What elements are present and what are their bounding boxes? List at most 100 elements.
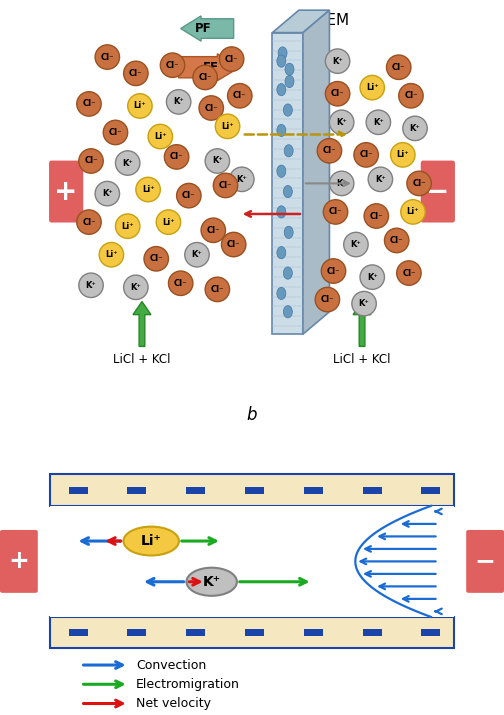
Circle shape	[344, 232, 368, 257]
FancyArrow shape	[180, 16, 234, 41]
Circle shape	[321, 259, 346, 283]
Text: Li⁺: Li⁺	[141, 534, 162, 548]
Circle shape	[213, 173, 238, 197]
Bar	[50, 475, 454, 649]
Text: Li⁺: Li⁺	[121, 222, 134, 231]
Text: Cl⁻: Cl⁻	[219, 181, 232, 190]
Circle shape	[387, 55, 411, 79]
Circle shape	[205, 277, 230, 302]
Text: Cl⁻: Cl⁻	[84, 157, 98, 165]
Circle shape	[330, 171, 354, 196]
Circle shape	[115, 214, 140, 238]
Bar	[69, 486, 88, 494]
Circle shape	[148, 124, 172, 149]
Text: a: a	[296, 6, 306, 24]
Text: K⁺: K⁺	[332, 56, 343, 66]
Circle shape	[385, 228, 409, 252]
Bar	[304, 486, 323, 494]
Text: Cl⁻: Cl⁻	[233, 92, 246, 100]
Bar	[421, 486, 440, 494]
Circle shape	[326, 49, 350, 74]
Text: Cl⁻: Cl⁻	[227, 240, 240, 249]
Ellipse shape	[283, 185, 292, 197]
Circle shape	[205, 149, 230, 173]
Circle shape	[326, 82, 350, 106]
Text: Electromigration: Electromigration	[136, 678, 240, 691]
Circle shape	[103, 120, 128, 144]
Ellipse shape	[283, 267, 292, 279]
Bar	[421, 629, 440, 636]
Circle shape	[219, 47, 244, 72]
Text: PF: PF	[195, 22, 211, 35]
Bar	[245, 629, 264, 636]
Text: Li⁺: Li⁺	[221, 122, 234, 131]
Text: Cl⁻: Cl⁻	[174, 279, 187, 287]
Ellipse shape	[277, 165, 286, 177]
Text: Cl⁻: Cl⁻	[323, 147, 336, 155]
Circle shape	[128, 94, 152, 118]
Text: K⁺: K⁺	[212, 157, 223, 165]
Bar	[362, 486, 382, 494]
Circle shape	[77, 210, 101, 235]
Ellipse shape	[278, 47, 287, 59]
Circle shape	[115, 151, 140, 175]
Circle shape	[185, 242, 209, 267]
Text: K⁺: K⁺	[86, 281, 96, 290]
Circle shape	[168, 271, 193, 295]
Text: Cl⁻: Cl⁻	[327, 267, 340, 275]
Circle shape	[95, 182, 119, 206]
Text: Cl⁻: Cl⁻	[109, 128, 122, 137]
Circle shape	[315, 287, 340, 312]
Text: K⁺: K⁺	[359, 299, 369, 308]
Text: Cl⁻: Cl⁻	[390, 236, 403, 245]
Circle shape	[403, 116, 427, 141]
Text: K⁺: K⁺	[173, 97, 184, 107]
Ellipse shape	[277, 55, 286, 67]
Circle shape	[360, 75, 385, 100]
FancyArrow shape	[353, 302, 371, 347]
Circle shape	[401, 199, 425, 225]
Circle shape	[366, 110, 391, 134]
Text: EF: EF	[203, 61, 219, 74]
Text: Li⁺: Li⁺	[366, 83, 379, 92]
Bar	[128, 629, 147, 636]
Circle shape	[201, 218, 225, 242]
Circle shape	[123, 275, 148, 300]
Polygon shape	[303, 10, 330, 334]
Text: K⁺: K⁺	[373, 118, 384, 127]
Circle shape	[317, 139, 342, 163]
Text: K⁺: K⁺	[192, 250, 202, 260]
Bar	[69, 629, 88, 636]
Circle shape	[176, 184, 201, 208]
Circle shape	[193, 65, 217, 89]
Text: Cl⁻: Cl⁻	[392, 63, 405, 72]
Ellipse shape	[283, 104, 292, 116]
Ellipse shape	[277, 84, 286, 96]
Circle shape	[160, 53, 185, 77]
FancyArrow shape	[133, 302, 151, 347]
Text: K⁺: K⁺	[336, 118, 347, 127]
Text: Cl⁻: Cl⁻	[412, 179, 426, 188]
Text: Cl⁻: Cl⁻	[207, 226, 220, 235]
Circle shape	[99, 242, 123, 267]
Circle shape	[324, 199, 348, 225]
Ellipse shape	[277, 287, 286, 300]
Circle shape	[164, 144, 189, 169]
Text: K⁺: K⁺	[203, 575, 221, 588]
Text: Cl⁻: Cl⁻	[331, 89, 344, 98]
Text: Convection: Convection	[136, 659, 206, 671]
Text: K⁺: K⁺	[131, 283, 141, 292]
Text: LiCl + KCl: LiCl + KCl	[113, 352, 171, 365]
Text: TEM: TEM	[318, 13, 350, 28]
Text: K⁺: K⁺	[375, 175, 386, 184]
Text: +: +	[54, 177, 78, 205]
Text: −: −	[475, 549, 495, 573]
Text: Li⁺: Li⁺	[162, 217, 175, 227]
Text: Li⁺: Li⁺	[134, 102, 146, 110]
Text: Cl⁻: Cl⁻	[329, 207, 342, 217]
FancyBboxPatch shape	[49, 161, 83, 222]
Circle shape	[77, 92, 101, 116]
Circle shape	[221, 232, 246, 257]
Text: Cl⁻: Cl⁻	[166, 61, 179, 69]
Text: K⁺: K⁺	[367, 272, 377, 282]
